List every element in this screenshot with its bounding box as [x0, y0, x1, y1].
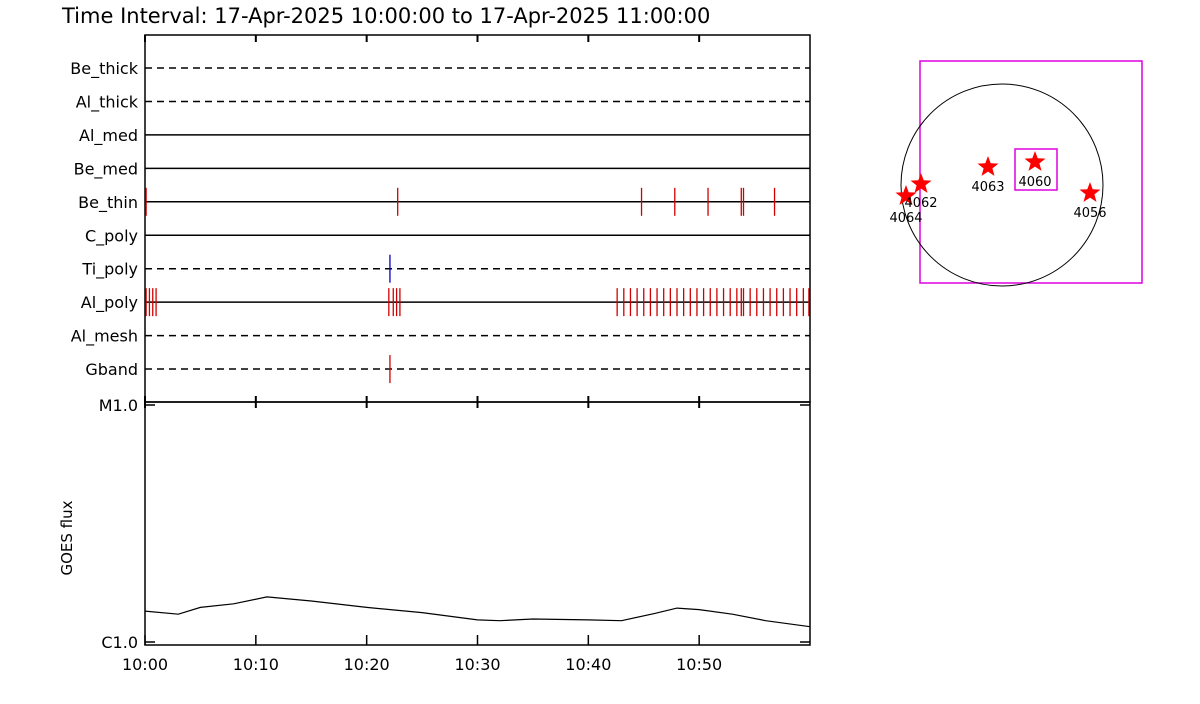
row-label: C_poly: [85, 226, 138, 246]
row-label: Be_thick: [70, 59, 138, 79]
x-tick-label: 10:50: [676, 655, 722, 674]
sunspot-star: [910, 173, 932, 193]
x-tick-label: 10:10: [233, 655, 279, 674]
row-label: Ti_poly: [81, 260, 138, 280]
row-label: Gband: [85, 360, 138, 379]
row-label: Al_mesh: [71, 327, 138, 347]
x-tick-label: 10:00: [122, 655, 168, 674]
row-label: Be_med: [74, 159, 138, 179]
fov-box: [1014, 148, 1058, 191]
sunspot-star: [895, 185, 917, 205]
solar-disk: [900, 83, 1104, 287]
x-tick-label: 10:20: [344, 655, 390, 674]
x-tick-label: 10:30: [454, 655, 500, 674]
sunspot-star: [977, 156, 999, 176]
chart-title: Time Interval: 17-Apr-2025 10:00:00 to 1…: [61, 4, 710, 28]
region-label: 4062: [904, 196, 937, 211]
row-label: Al_poly: [81, 293, 138, 313]
row-label: Be_thin: [78, 193, 138, 213]
y-axis-label: GOES flux: [58, 500, 76, 575]
region-label: 4063: [971, 180, 1004, 195]
y-tick-label: C1.0: [101, 633, 138, 652]
region-label: 4064: [889, 211, 922, 226]
row-label: Al_thick: [76, 92, 139, 112]
sunspot-star: [1079, 182, 1101, 202]
y-tick-label: M1.0: [99, 396, 138, 415]
goes-curve: [144, 596, 811, 628]
sunspot-star: [1024, 151, 1046, 171]
map-box: [919, 60, 1143, 284]
row-label: Al_med: [79, 126, 138, 146]
region-label: 4060: [1018, 175, 1051, 190]
region-label: 4056: [1073, 206, 1106, 221]
x-tick-label: 10:40: [565, 655, 611, 674]
